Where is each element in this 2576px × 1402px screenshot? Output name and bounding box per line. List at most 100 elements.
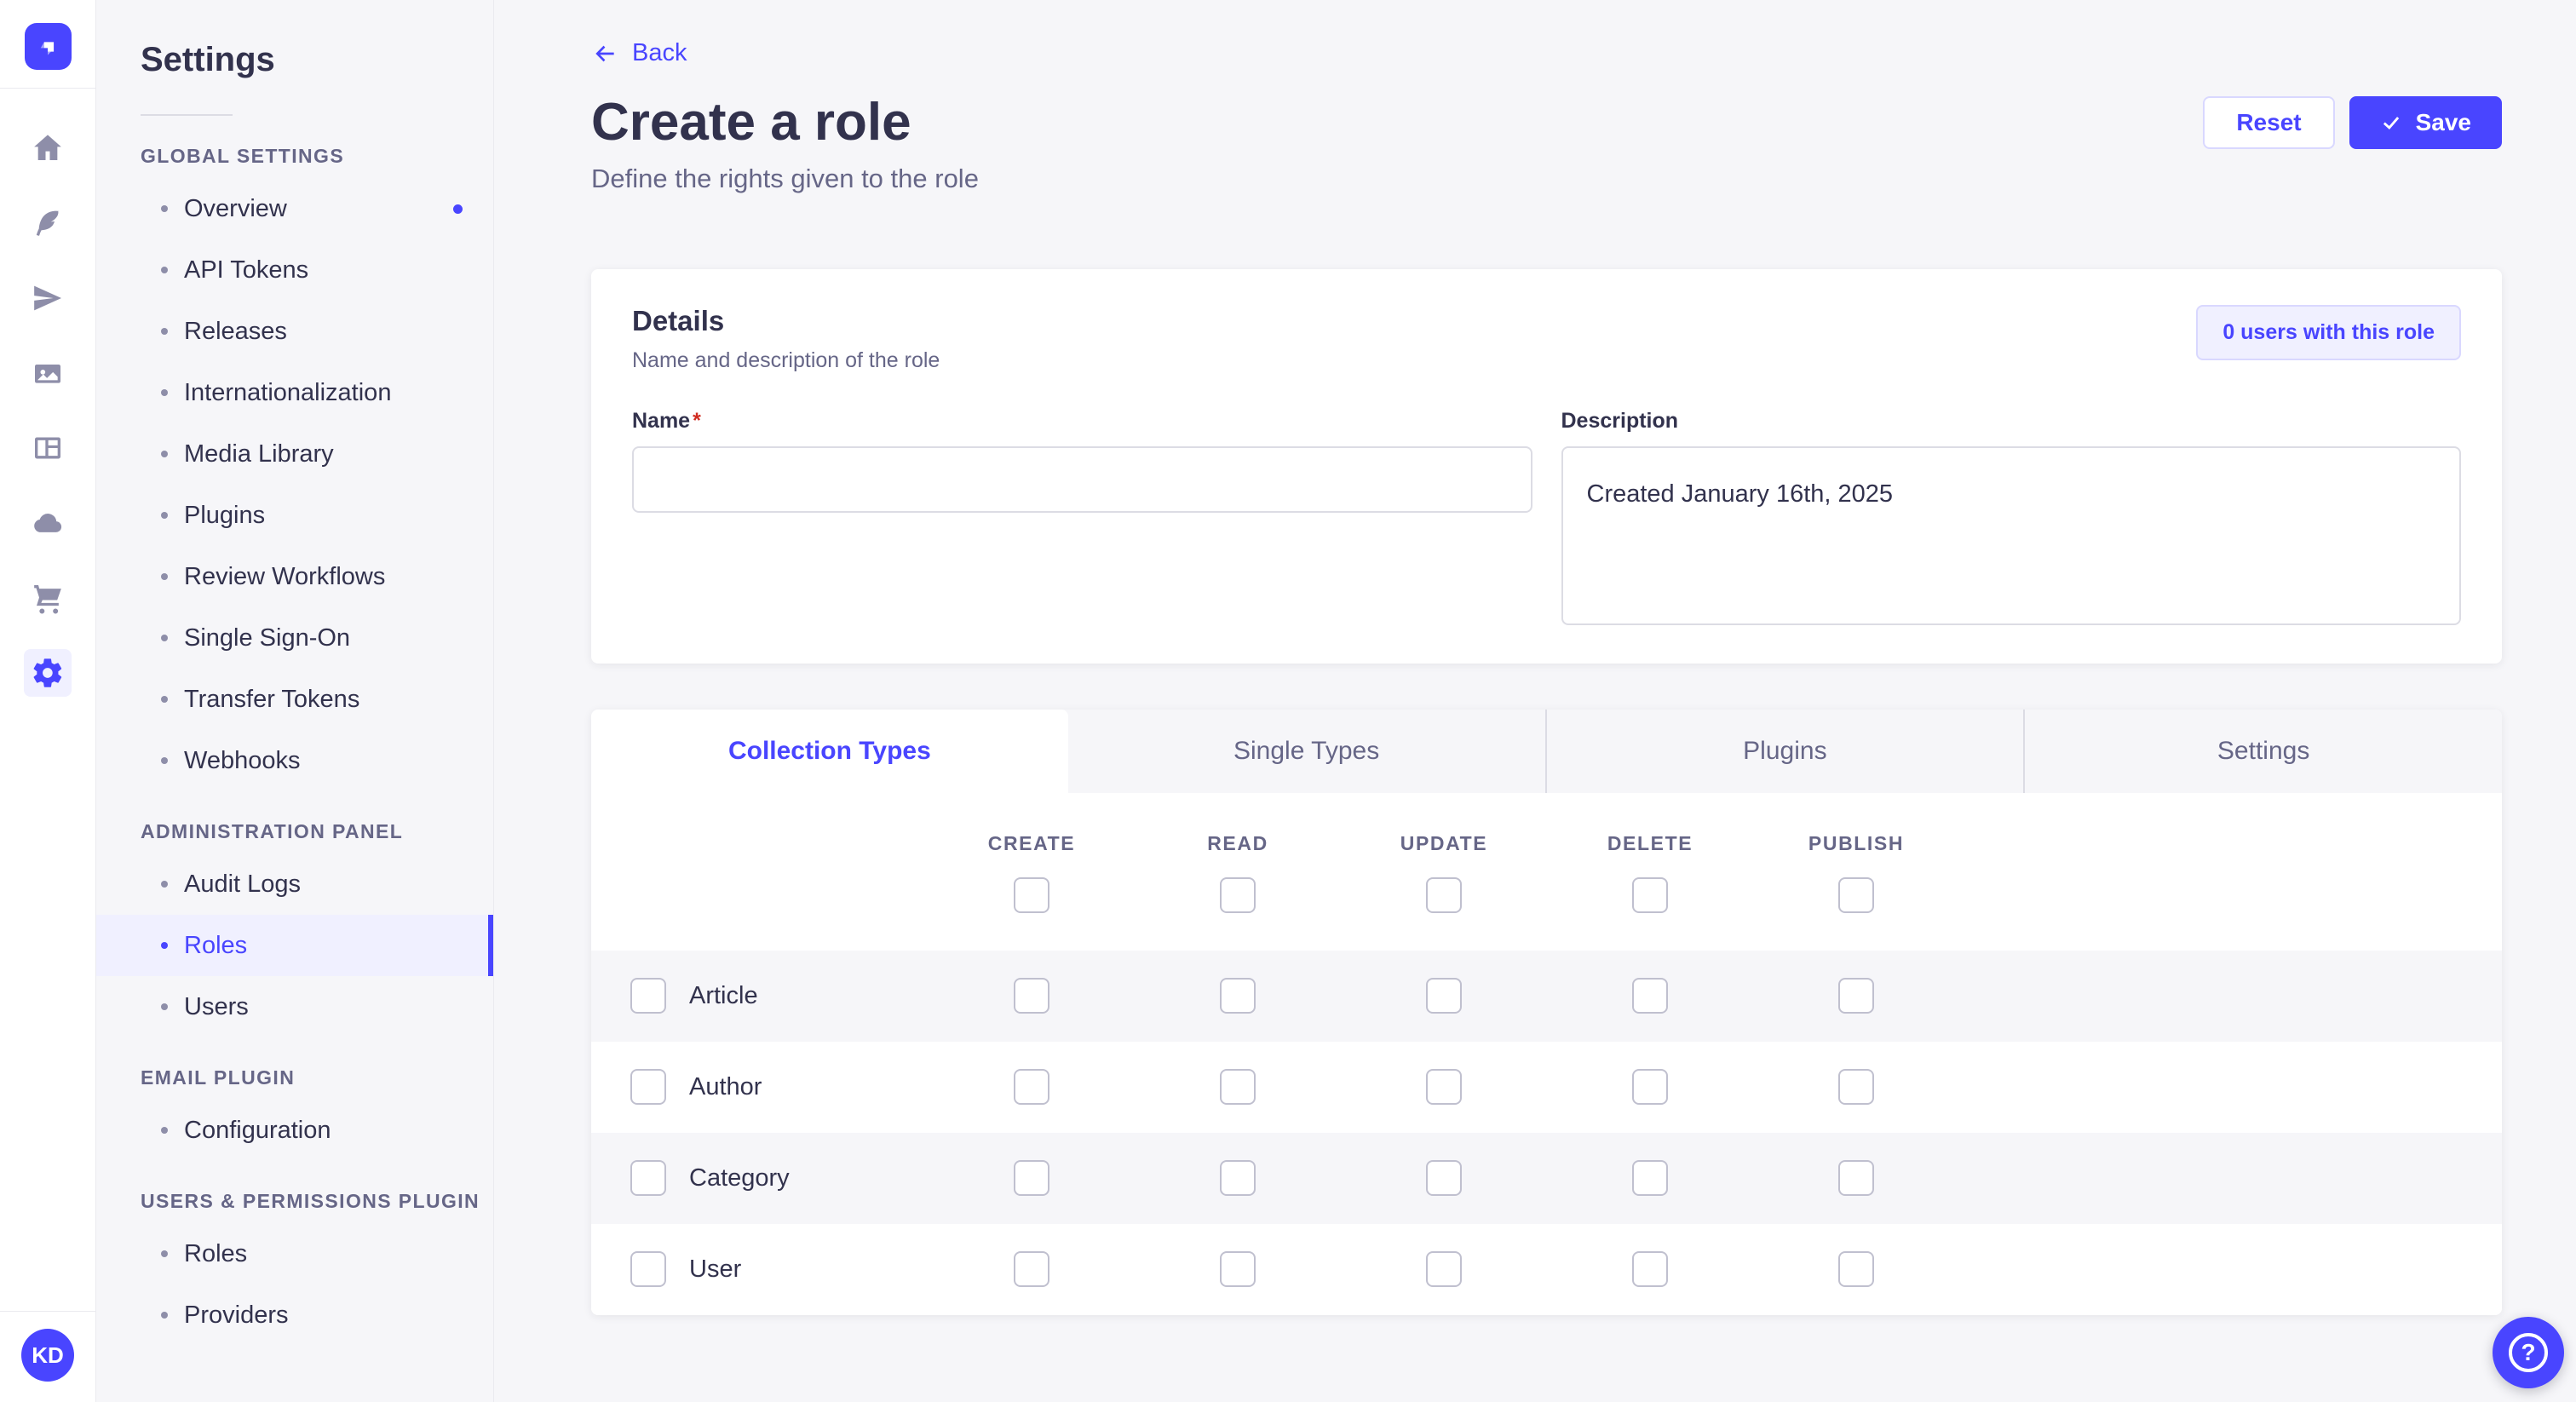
media-library-icon[interactable] — [24, 349, 72, 397]
checkbox-row-user[interactable] — [630, 1251, 666, 1288]
cell — [1135, 978, 1341, 1014]
checkbox-article-publish[interactable] — [1838, 978, 1874, 1014]
sidebar-item-label: Roles — [184, 1239, 248, 1267]
layout-icon[interactable] — [24, 424, 72, 472]
checkbox-category-publish[interactable] — [1838, 1160, 1874, 1197]
header-spacer — [1959, 832, 2502, 913]
cell — [929, 978, 1135, 1014]
check-icon — [2383, 116, 2399, 129]
sidebar-item-transfer-tokens[interactable]: Transfer Tokens — [96, 669, 493, 730]
help-button[interactable]: ? — [2493, 1317, 2564, 1388]
bullet-icon — [161, 328, 168, 335]
paper-plane-icon[interactable] — [24, 274, 72, 322]
sidebar-item-api-tokens[interactable]: API Tokens — [96, 239, 493, 301]
checkbox-author-delete[interactable] — [1632, 1069, 1668, 1106]
sidebar-item-overview[interactable]: Overview — [96, 178, 493, 239]
checkbox-header-create[interactable] — [1014, 876, 1049, 913]
page-subtitle: Define the rights given to the role — [591, 163, 979, 193]
sidebar-item-single-sign-on[interactable]: Single Sign-On — [96, 607, 493, 669]
tab-settings[interactable]: Settings — [2023, 709, 2502, 793]
icon-rail: KD — [0, 0, 96, 1402]
sidebar-item-audit-logs[interactable]: Audit Logs — [96, 853, 493, 915]
checkbox-user-delete[interactable] — [1632, 1251, 1668, 1288]
sidebar-item-webhooks[interactable]: Webhooks — [96, 730, 493, 791]
section-label: EMAIL PLUGIN — [141, 1066, 296, 1089]
checkbox-user-update[interactable] — [1426, 1251, 1462, 1288]
sidebar-item-providers[interactable]: Providers — [96, 1284, 493, 1346]
checkbox-row-author[interactable] — [630, 1069, 666, 1106]
checkbox-row-category[interactable] — [630, 1160, 666, 1197]
bullet-icon — [161, 757, 168, 764]
checkbox-article-delete[interactable] — [1632, 978, 1668, 1014]
section-label: GLOBAL SETTINGS — [141, 145, 345, 167]
row-label-cell: User — [591, 1251, 929, 1288]
checkbox-category-update[interactable] — [1426, 1160, 1462, 1197]
bullet-icon — [161, 696, 168, 703]
permissions-panel: CREATE READ UPDATE DELETE PUBLISH — [591, 792, 2502, 1315]
sidebar-item-configuration[interactable]: Configuration — [96, 1100, 493, 1161]
checkbox-row-article[interactable] — [630, 978, 666, 1014]
sidebar-item-review-workflows[interactable]: Review Workflows — [96, 546, 493, 607]
column-label-read: READ — [1207, 831, 1268, 854]
sidebar-item-media-library[interactable]: Media Library — [96, 423, 493, 485]
name-field-group: Name * — [632, 409, 1532, 629]
rail-icon-list — [24, 89, 72, 1311]
checkbox-header-update[interactable] — [1426, 876, 1462, 913]
question-mark-icon: ? — [2509, 1333, 2548, 1372]
rail-bottom: KD — [0, 1311, 95, 1402]
save-button[interactable]: Save — [2349, 95, 2502, 149]
row-label: Author — [689, 1072, 762, 1100]
sidebar-item-label: Audit Logs — [184, 870, 302, 898]
sidebar-item-internationalization[interactable]: Internationalization — [96, 362, 493, 423]
tab-plugins[interactable]: Plugins — [1544, 709, 2024, 793]
checkbox-user-create[interactable] — [1014, 1251, 1049, 1288]
checkbox-header-delete[interactable] — [1632, 876, 1668, 913]
tab-collection-types[interactable]: Collection Types — [591, 709, 1068, 793]
home-icon[interactable] — [24, 124, 72, 172]
description-textarea[interactable]: Created January 16th, 2025 — [1561, 445, 2461, 625]
checkbox-category-read[interactable] — [1220, 1160, 1256, 1197]
reset-button[interactable]: Reset — [2203, 95, 2335, 149]
tab-single-types[interactable]: Single Types — [1233, 736, 1380, 765]
column-delete: DELETE — [1547, 832, 1753, 913]
checkbox-header-publish[interactable] — [1838, 876, 1874, 913]
cell — [1341, 1160, 1547, 1197]
checkbox-author-update[interactable] — [1426, 1069, 1462, 1106]
checkbox-author-publish[interactable] — [1838, 1069, 1874, 1106]
cell — [1753, 978, 1959, 1014]
checkbox-article-create[interactable] — [1014, 978, 1049, 1014]
avatar[interactable]: KD — [21, 1329, 74, 1382]
sidebar-item-releases[interactable]: Releases — [96, 301, 493, 362]
checkbox-user-publish[interactable] — [1838, 1251, 1874, 1288]
column-label-delete: DELETE — [1607, 831, 1693, 854]
cell — [1753, 1069, 1959, 1106]
cloud-icon[interactable] — [24, 499, 72, 547]
back-link[interactable]: Back — [591, 39, 687, 67]
gear-icon[interactable] — [24, 649, 72, 697]
section-users-permissions-plugin: USERS & PERMISSIONS PLUGIN Roles Provide… — [96, 1190, 493, 1346]
sidebar-item-plugins[interactable]: Plugins — [96, 485, 493, 546]
checkbox-category-delete[interactable] — [1632, 1160, 1668, 1197]
checkbox-user-read[interactable] — [1220, 1251, 1256, 1288]
checkbox-article-update[interactable] — [1426, 978, 1462, 1014]
sidebar-item-roles-admin[interactable]: Roles — [96, 915, 493, 976]
sidebar-item-roles-up[interactable]: Roles — [96, 1223, 493, 1284]
sidebar-item-users[interactable]: Users — [96, 976, 493, 1037]
sidebar-divider — [141, 114, 233, 116]
main-content: Back Create a role Reset Save Define the… — [494, 0, 2576, 1402]
checkbox-author-read[interactable] — [1220, 1069, 1256, 1106]
checkbox-header-read[interactable] — [1220, 876, 1256, 913]
cell — [1341, 978, 1547, 1014]
bullet-icon — [161, 573, 168, 580]
feather-icon[interactable] — [24, 199, 72, 247]
checkbox-author-create[interactable] — [1014, 1069, 1049, 1106]
cell — [1753, 1251, 1959, 1288]
cart-icon[interactable] — [24, 574, 72, 622]
table-row-article: Article — [591, 950, 2502, 1042]
name-input[interactable] — [632, 445, 1532, 513]
users-with-role-badge[interactable]: 0 users with this role — [2196, 304, 2461, 360]
checkbox-category-create[interactable] — [1014, 1160, 1049, 1197]
bullet-icon — [161, 1003, 168, 1010]
sidebar-item-label: Webhooks — [184, 746, 301, 774]
checkbox-article-read[interactable] — [1220, 978, 1256, 1014]
